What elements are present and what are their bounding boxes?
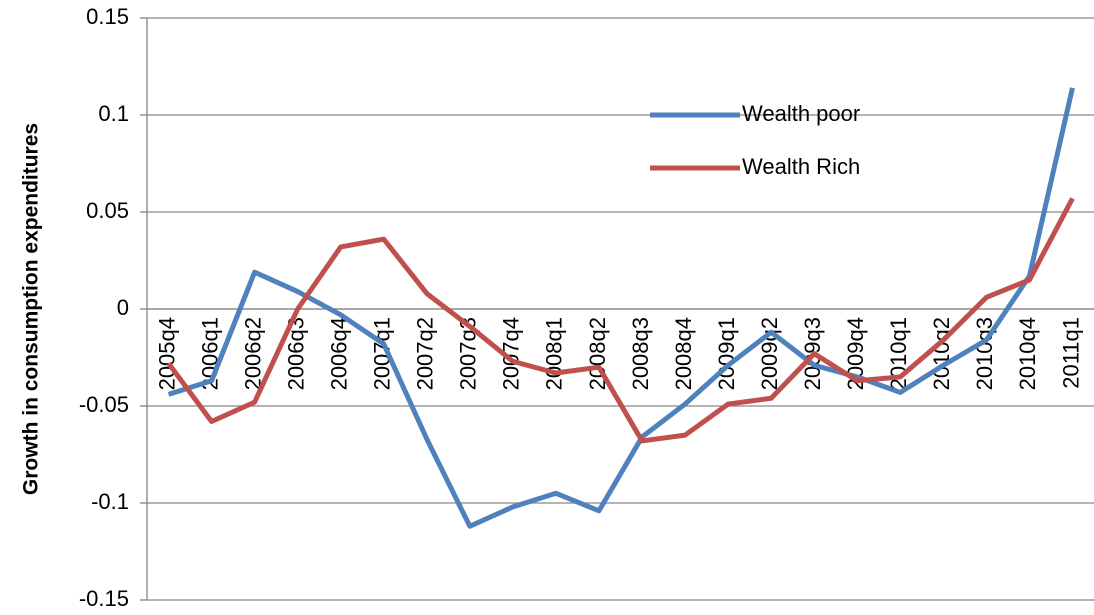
y-tick-label: 0 (117, 295, 129, 320)
x-tick-label: 2008q1 (542, 317, 567, 390)
y-tick-label: -0.1 (91, 489, 129, 514)
x-tick-label: 2006q1 (197, 317, 222, 390)
x-tick-label: 2007q2 (413, 317, 438, 390)
y-tick-label: -0.05 (79, 392, 129, 417)
x-tick-label: 2006q2 (240, 317, 265, 390)
x-tick-label: 2009q2 (757, 317, 782, 390)
y-tick-label: 0.15 (86, 4, 129, 29)
y-tick-label: 0.1 (98, 101, 129, 126)
y-tick-label: -0.15 (79, 586, 129, 611)
x-tick-label: 2006q4 (327, 317, 352, 390)
x-tick-label: 2005q4 (154, 317, 179, 390)
y-axis-title: Growth in consumption expenditures (20, 123, 43, 495)
legend-label: Wealth Rich (742, 154, 860, 179)
series-line (167, 87, 1075, 529)
y-tick-label: 0.05 (86, 198, 129, 223)
x-tick-label: 2010q2 (929, 317, 954, 390)
x-tick-label: 2008q4 (671, 317, 696, 390)
series-line (166, 197, 1075, 444)
x-tick-label: 2010q4 (1015, 317, 1040, 390)
x-tick-label: 2008q3 (628, 317, 653, 390)
x-tick-label: 2011q1 (1058, 317, 1083, 389)
x-tick-label: 2009q1 (714, 317, 739, 390)
legend-label: Wealth poor (742, 101, 860, 126)
